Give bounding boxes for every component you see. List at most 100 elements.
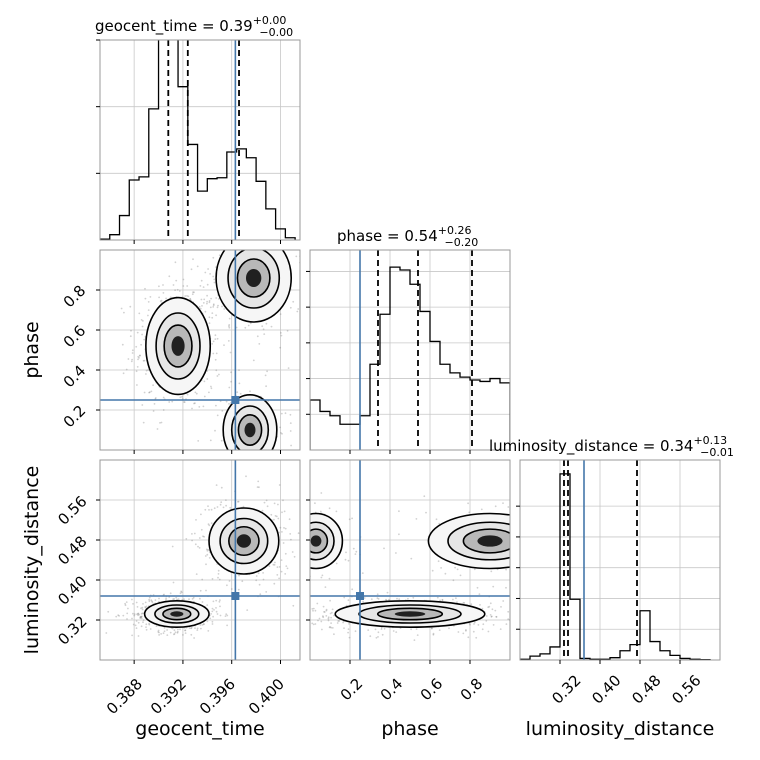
scatter-point <box>247 324 250 327</box>
scatter-point <box>322 616 325 619</box>
scatter-point <box>149 296 152 298</box>
scatter-point <box>211 455 213 457</box>
scatter-point <box>144 287 146 290</box>
scatter-point <box>215 404 217 407</box>
scatter-point <box>135 627 138 629</box>
scatter-point <box>302 523 304 525</box>
scatter-point <box>205 548 208 551</box>
scatter-point <box>351 588 354 591</box>
scatter-point <box>528 620 530 622</box>
scatter-point <box>224 615 227 617</box>
scatter-point <box>487 606 490 609</box>
scatter-point <box>208 300 211 302</box>
scatter-point <box>206 370 209 372</box>
scatter-point <box>172 581 175 584</box>
scatter-point <box>441 598 444 601</box>
scatter-point <box>162 409 165 411</box>
scatter-point <box>324 586 327 588</box>
scatter-point <box>312 623 315 626</box>
scatter-point <box>206 604 209 606</box>
scatter-point <box>335 510 338 513</box>
scatter-point <box>305 552 307 554</box>
scatter-point <box>211 316 214 319</box>
scatter-point <box>89 330 91 332</box>
scatter-point <box>331 627 334 629</box>
scatter-point <box>507 610 510 613</box>
scatter-point <box>189 298 192 301</box>
scatter-point <box>214 334 217 337</box>
scatter-point <box>132 623 135 626</box>
scatter-point <box>115 615 118 618</box>
scatter-point <box>131 352 134 354</box>
scatter-point <box>535 611 537 613</box>
scatter-point <box>137 612 140 615</box>
scatter-point <box>304 541 306 543</box>
scatter-point <box>163 626 166 629</box>
scatter-point <box>175 279 178 282</box>
scatter-point <box>187 295 190 298</box>
scatter-point <box>258 583 261 586</box>
scatter-point <box>274 247 276 249</box>
panel-frame <box>99 249 301 451</box>
scatter-point <box>127 358 130 360</box>
scatter-point <box>125 368 128 371</box>
xtick-label: 0.392 <box>147 675 190 718</box>
scatter-point <box>219 605 221 608</box>
xtick-label: 0.6 <box>417 675 447 705</box>
scatter-point <box>203 535 206 538</box>
scatter-point <box>249 467 251 469</box>
scatter-point <box>327 283 329 285</box>
scatter-point <box>261 509 264 512</box>
scatter-point <box>296 550 298 552</box>
scatter-point <box>416 634 419 636</box>
scatter-point <box>228 325 230 327</box>
scatter-point <box>467 502 469 505</box>
scatter-point <box>362 600 364 603</box>
scatter-point <box>206 228 208 230</box>
scatter-point <box>206 294 209 297</box>
scatter-point <box>181 396 183 398</box>
scatter-point <box>274 458 276 460</box>
scatter-point <box>261 452 263 454</box>
scatter-point <box>531 566 533 568</box>
scatter-point <box>266 505 269 508</box>
scatter-point <box>271 216 273 218</box>
scatter-point <box>456 601 458 604</box>
scatter-point <box>398 533 400 536</box>
scatter-point <box>305 565 307 567</box>
scatter-point <box>195 519 197 521</box>
scatter-point <box>210 613 213 615</box>
scatter-point <box>177 598 180 600</box>
scatter-point <box>173 598 176 600</box>
scatter-point <box>160 421 163 424</box>
scatter-point <box>363 597 366 599</box>
scatter-point <box>208 557 211 559</box>
scatter-point <box>323 611 325 613</box>
scatter-point <box>143 338 146 341</box>
scatter-point <box>311 622 314 625</box>
scatter-point <box>518 613 520 615</box>
scatter-point <box>337 620 340 622</box>
scatter-point <box>551 608 553 610</box>
scatter-point <box>524 557 526 559</box>
scatter-point <box>160 299 163 302</box>
panel-geocent-time-vs-luminosity-distance <box>100 460 306 660</box>
scatter-point <box>190 627 193 630</box>
scatter-point <box>377 631 380 634</box>
scatter-point <box>141 608 144 611</box>
scatter-point <box>527 511 529 513</box>
scatter-point <box>297 308 300 310</box>
title-luminosity-distance: luminosity_distance = 0.34+0.13 −0.01 <box>489 434 734 459</box>
scatter-point <box>200 513 202 516</box>
scatter-point <box>296 310 299 313</box>
scatter-point <box>256 335 259 338</box>
scatter-point <box>137 612 139 615</box>
scatter-point <box>588 529 590 531</box>
scatter-point <box>325 615 328 617</box>
scatter-point <box>385 598 387 601</box>
scatter-point <box>515 542 517 544</box>
scatter-point <box>144 606 147 609</box>
scatter-point <box>278 531 280 534</box>
scatter-point <box>412 596 415 599</box>
scatter-point <box>184 629 187 632</box>
